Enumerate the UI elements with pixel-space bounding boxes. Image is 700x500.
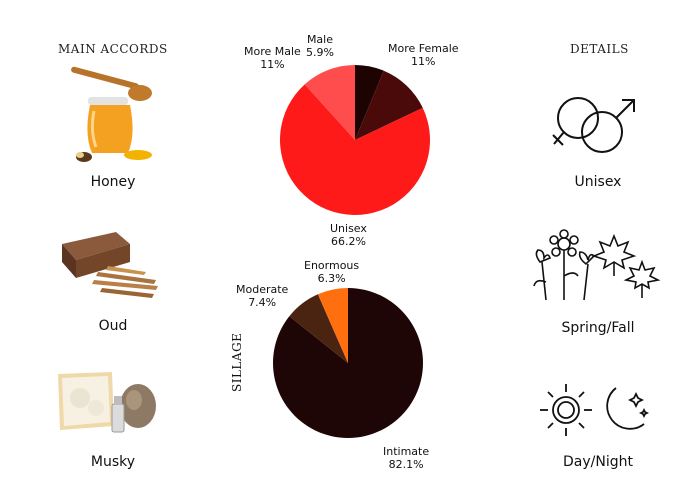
pie1-slice-male xyxy=(355,65,384,140)
pie2-slice-enormous xyxy=(317,288,348,363)
accord-label-oud: Oud xyxy=(98,318,128,334)
detail-label-spring-fall: Spring/Fall xyxy=(561,320,635,336)
detail-label-unisex: Unisex xyxy=(574,174,622,190)
gender-symbols-icon xyxy=(550,88,640,163)
honey-jar-icon xyxy=(60,65,160,165)
pie1-label-more-male: More Male 11% xyxy=(244,45,301,71)
pie1-slice-unisex xyxy=(280,84,431,215)
flowers-leaves-icon xyxy=(524,228,664,303)
pie2-label-moderate: Moderate 7.4% xyxy=(236,283,289,309)
accord-label-musky: Musky xyxy=(90,454,136,470)
pie2-slice-moderate xyxy=(289,294,348,363)
pie1-label-unisex: Unisex 66.2% xyxy=(330,222,367,248)
pie2-slice-intimate xyxy=(272,288,423,438)
accord-label-honey: Honey xyxy=(90,174,136,190)
oud-wood-icon xyxy=(58,222,163,302)
musk-icon xyxy=(50,368,160,438)
pie2-label-intimate: Intimate 82.1% xyxy=(383,445,430,471)
main-accords-heading: MAIN ACCORDS xyxy=(58,42,168,56)
details-heading: DETAILS xyxy=(570,42,629,56)
pie1-label-more-female: More Female 11% xyxy=(388,42,459,68)
pie1-label-male: Male 5.9% xyxy=(306,33,334,59)
sun-moon-icon xyxy=(540,380,652,440)
detail-label-day-night: Day/Night xyxy=(563,454,633,470)
pie1-slice-more-male xyxy=(304,65,355,140)
pie1-slice-more-female xyxy=(355,70,423,140)
pie2-label-enormous: Enormous 6.3% xyxy=(304,259,360,285)
